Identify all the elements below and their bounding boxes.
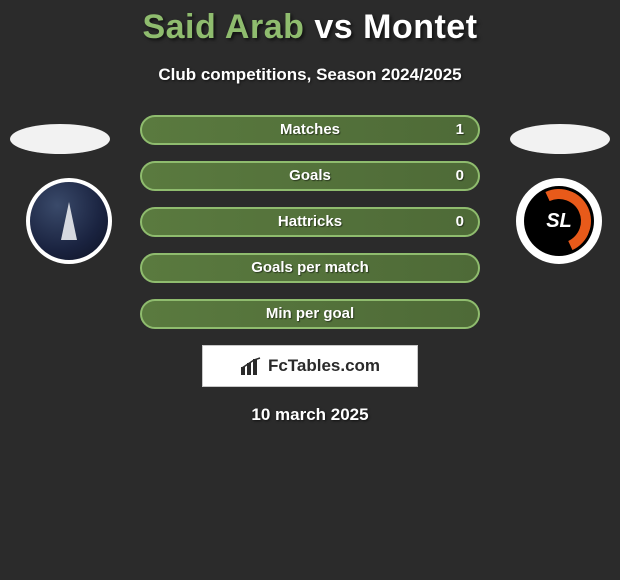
stat-label: Matches [142, 117, 478, 143]
stat-value: 0 [456, 163, 464, 189]
stat-row-goals-per-match: Goals per match [140, 253, 480, 283]
stade-lavallois-badge: SL [516, 178, 602, 264]
player2-name: Montet [363, 8, 477, 46]
stat-label: Hattricks [142, 209, 478, 235]
stat-row-hattricks: Hattricks 0 [140, 207, 480, 237]
player1-name: Said Arab [142, 8, 304, 46]
stat-value: 1 [456, 117, 464, 143]
eiffel-icon [61, 202, 77, 240]
comparison-title: Said Arab vs Montet [0, 0, 620, 47]
credit-box: FcTables.com [202, 345, 418, 387]
snapshot-date: 10 march 2025 [0, 405, 620, 425]
stat-label: Goals [142, 163, 478, 189]
stat-row-goals: Goals 0 [140, 161, 480, 191]
badge-inner: SL [524, 186, 594, 256]
stat-row-matches: Matches 1 [140, 115, 480, 145]
player2-avatar [510, 124, 610, 154]
stats-bars: Matches 1 Goals 0 Hattricks 0 Goals per … [140, 115, 480, 329]
stat-label: Goals per match [142, 255, 478, 281]
paris-fc-badge [26, 178, 112, 264]
credit-text: FcTables.com [268, 356, 380, 376]
vs-separator: vs [314, 8, 353, 46]
badge-arc [518, 180, 600, 262]
bar-chart-icon [240, 357, 262, 375]
stat-value: 0 [456, 209, 464, 235]
stat-row-min-per-goal: Min per goal [140, 299, 480, 329]
competition-subtitle: Club competitions, Season 2024/2025 [0, 65, 620, 85]
player1-avatar [10, 124, 110, 154]
stat-label: Min per goal [142, 301, 478, 327]
